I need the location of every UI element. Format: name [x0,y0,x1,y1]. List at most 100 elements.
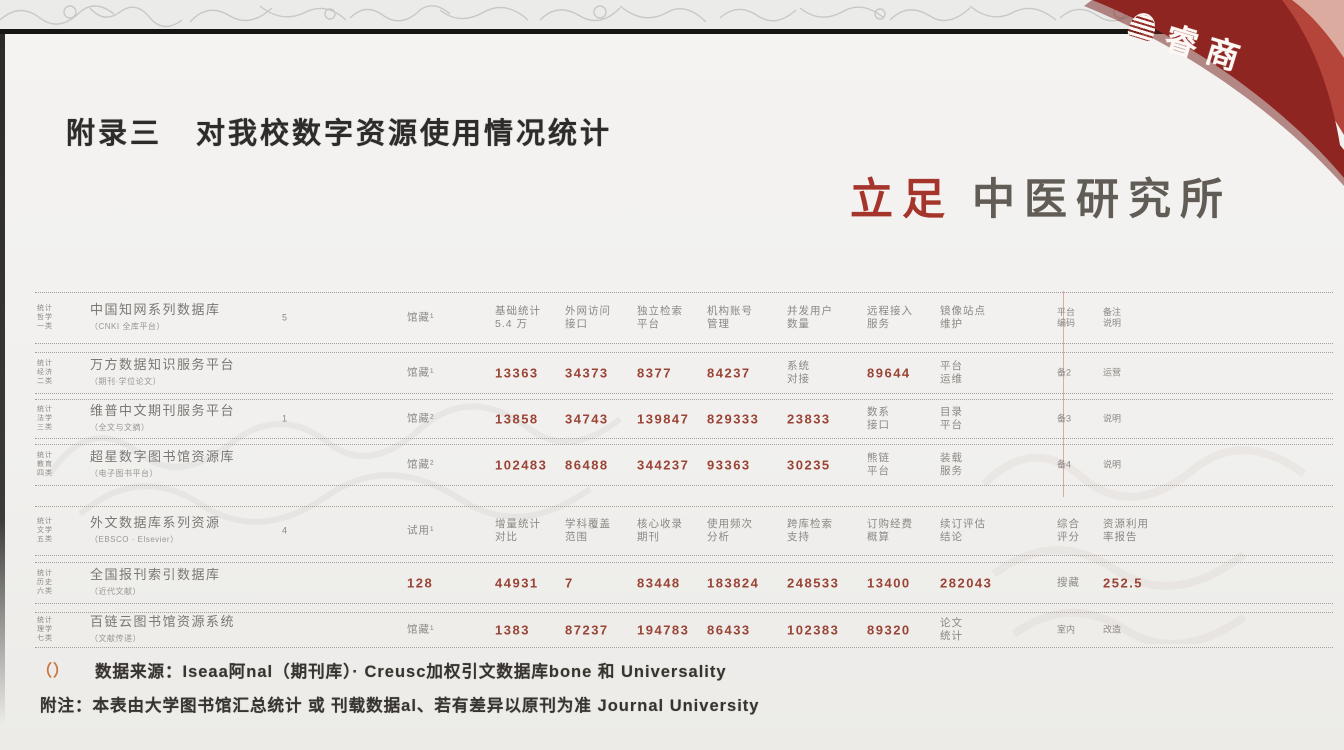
table-cell: 外网访问 接口 [565,304,611,330]
table-cell: 102483 [495,457,548,473]
main-title-red: 立足 [850,176,954,224]
table-cell: 综合 评分 [1057,517,1080,543]
table-cell: 馆藏² [407,412,435,425]
red-divider-line [1063,291,1064,497]
ribbon-shape [1084,0,1344,186]
table-cell: 89320 [867,622,911,638]
table-cell: 馆藏² [407,458,435,471]
table-cell: 统计 经济 二类 [37,359,53,385]
table-cell: 远程接入 服务 [867,304,913,330]
table-row: 统计 理学 七类 百链云图书馆资源系统 （文献传递） 馆藏¹ 1383 87237 194783… [35,612,1333,648]
table-cell: 86488 [565,457,609,473]
table-cell: 128 [407,575,434,591]
table-cell: 万方数据知识服务平台 （期刊·学位论文） [90,357,236,386]
table-cell: 344237 [637,457,690,473]
table-cell: 87237 [565,622,609,638]
footnote-line-2: 附注：本表由大学图书馆汇总统计 或 刊载数据al、若有差异以原刊为准 Journ… [40,697,760,715]
table-cell: 13400 [867,575,911,591]
table-cell: 中国知网系列数据库 （CNKI 全库平台） [90,302,221,331]
table-cell: 7 [565,575,574,591]
table-cell: 目录 平台 [940,405,963,431]
table-cell: 84237 [707,365,751,381]
table-cell: 独立检索 平台 [637,304,683,330]
table-cell: 装载 服务 [940,451,963,477]
table-cell: 维普中文期刊服务平台 （全文与文摘） [90,403,236,432]
table-cell: 系统 对接 [787,359,810,385]
table-row: 统计 教育 四类 超星数字图书馆资源库 （电子图书平台） 馆藏² 102483 86488 34… [35,444,1333,486]
table-cell: 改造 [1103,624,1122,635]
appendix-title-prefix: 附录三 [66,118,163,150]
table-cell: 183824 [707,575,760,591]
table-cell: 194783 [637,622,690,638]
table-cell: 机构账号 管理 [707,304,753,330]
table-cell: 1 [282,413,288,424]
table-cell: 备2 [1057,367,1072,378]
table-cell: 基础统计 5.4 万 [495,304,541,330]
table-cell: 并发用户 数量 [787,304,833,330]
table-cell: 89644 [867,365,911,381]
table-cell: 超星数字图书馆资源库 （电子图书平台） [90,449,236,478]
table-cell: 论文 统计 [940,616,963,642]
table-cell: 学科覆盖 范围 [565,517,611,543]
table-cell: 统计 教育 四类 [37,451,53,477]
table-cell: 83448 [637,575,681,591]
table-cell: 93363 [707,457,751,473]
table-cell: 馆藏¹ [407,311,435,324]
table-cell: 续订评估 结论 [940,517,986,543]
table-cell: 备3 [1057,413,1072,424]
table-cell: 282043 [940,575,993,591]
table-cell: 13363 [495,365,539,381]
table-cell: 统计 历史 六类 [37,569,53,595]
slide-page: 附录三 对我校数字资源使用情况统计 立足 中医研究所 统计 哲学 一类 中国知网系列数据库… [0,34,1344,750]
table-cell: 馆藏¹ [407,366,435,379]
watermark [981,446,1307,644]
table-cell: 增量统计 对比 [495,517,541,543]
table-cell: 跨库检索 支持 [787,517,833,543]
table-cell: 订购经费 概算 [867,517,913,543]
table-cell: 备注 说明 [1103,307,1122,328]
main-title-gray: 中医研究所 [972,176,1232,224]
table-cell: 统计 理学 七类 [37,616,53,642]
table-cell: 平台 编码 [1057,307,1076,328]
table-cell: 34743 [565,411,609,427]
black-rule [0,29,1344,34]
table-cell: 829333 [707,411,760,427]
footnote-line-1: 数据来源：Iseaa阿nal（期刊库）· Creusc加权引文数据库bone 和… [95,663,727,681]
table-cell: 备4 [1057,459,1072,470]
table-cell: 102383 [787,622,840,638]
table-cell: 馆藏¹ [407,623,435,636]
table-cell: 13858 [495,411,539,427]
table-cell: 熊链 平台 [867,451,890,477]
main-title: 立足 中医研究所 [850,165,1232,227]
table-cell: 运营 [1103,367,1122,378]
table-cell: 说明 [1103,459,1122,470]
crest-icon [1126,11,1159,43]
table-cell: 数系 接口 [867,405,890,431]
table-cell: 1383 [495,622,530,638]
table-row: 统计 哲学 一类 中国知网系列数据库 （CNKI 全库平台） 5 馆藏¹ 基础统计 5.4 万外… [35,292,1333,344]
table-cell: 23833 [787,411,831,427]
table-cell: 30235 [787,457,831,473]
table-cell: 试用¹ [407,524,435,537]
table-cell: 139847 [637,411,690,427]
table-cell: 百链云图书馆资源系统 （文献传递） [90,614,236,643]
statistics-table: 统计 哲学 一类 中国知网系列数据库 （CNKI 全库平台） 5 馆藏¹ 基础统计 5.4 万外… [35,289,1333,651]
table-cell: 252.5 [1103,575,1144,591]
table-cell: 使用频次 分析 [707,517,753,543]
table-cell: 统计 法学 三类 [37,405,53,431]
table-row: 统计 历史 六类 全国报刊索引数据库 （近代文献） 128 44931 7 83448 18382… [35,562,1333,604]
appendix-title: 附录三 对我校数字资源使用情况统计 [66,110,612,152]
table-cell: 248533 [787,575,840,591]
table-row: 统计 法学 三类 维普中文期刊服务平台 （全文与文摘） 1 馆藏² 13858 34743 139… [35,399,1333,439]
table-cell: 86433 [707,622,751,638]
table-cell: 统计 文学 五类 [37,517,53,543]
table-cell: 室内 [1057,624,1076,635]
table-cell: 44931 [495,575,539,591]
appendix-title-text: 对我校数字资源使用情况统计 [196,118,613,150]
corner-ribbon: 睿商 [1074,0,1344,200]
table-cell: 全国报刊索引数据库 （近代文献） [90,567,221,596]
ribbon-logo-text: 睿商 [1160,19,1254,80]
table-cell: 搜藏 [1057,576,1080,589]
table-cell: 4 [282,525,288,536]
left-edge-shadow [0,34,5,724]
